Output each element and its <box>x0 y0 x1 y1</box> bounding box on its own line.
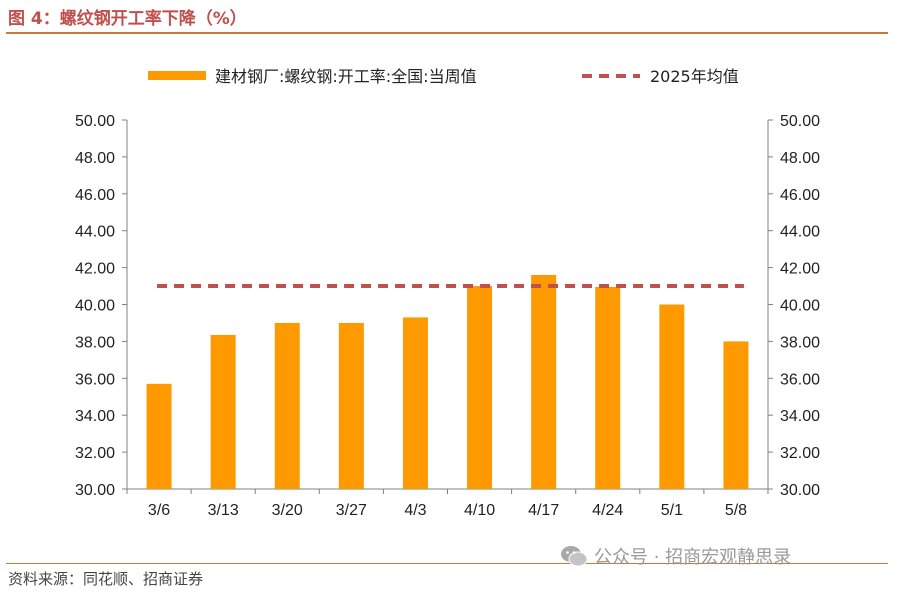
x-tick-label: 3/27 <box>336 502 367 519</box>
legend-label-bar: 建材钢厂:螺纹钢:开工率:全国:当周值 <box>215 67 477 86</box>
x-tick-label: 5/8 <box>725 502 747 519</box>
x-tick-label: 3/13 <box>208 502 239 519</box>
y-tick-label-right: 46.00 <box>780 187 820 204</box>
x-tick-label: 4/17 <box>528 502 559 519</box>
y-tick-label-left: 32.00 <box>75 445 115 462</box>
source-note: 资料来源：同花顺、招商证券 <box>8 570 204 588</box>
x-tick-label: 4/10 <box>464 502 495 519</box>
bar <box>274 322 300 489</box>
y-tick-label-left: 40.00 <box>75 298 115 315</box>
y-tick-label-left: 38.00 <box>75 334 115 351</box>
y-tick-label-left: 44.00 <box>75 224 115 241</box>
bar <box>146 383 172 489</box>
y-tick-label-left: 50.00 <box>75 113 115 130</box>
y-tick-label-left: 42.00 <box>75 261 115 278</box>
y-tick-label-right: 30.00 <box>780 482 820 499</box>
y-tick-label-left: 48.00 <box>75 150 115 167</box>
x-tick-label: 4/24 <box>592 502 623 519</box>
y-tick-label-right: 50.00 <box>780 113 820 130</box>
watermark: 公众号 · 招商宏观静思录 <box>560 543 791 569</box>
bar <box>531 274 557 489</box>
bar <box>338 322 364 489</box>
y-tick-label-right: 44.00 <box>780 224 820 241</box>
bar <box>723 341 749 489</box>
y-tick-label-right: 32.00 <box>780 445 820 462</box>
y-tick-label-right: 34.00 <box>780 408 820 425</box>
x-axis-labels: 3/6 3/13 3/20 3/27 4/3 4/10 4/17 4/24 5/1 5/8 <box>148 502 747 519</box>
y-tick-label-right: 38.00 <box>780 334 820 351</box>
x-tick-label: 3/20 <box>272 502 303 519</box>
wechat-icon <box>561 546 588 567</box>
y-tick-label-right: 48.00 <box>780 150 820 167</box>
legend-label-line: 2025年均值 <box>650 67 739 86</box>
x-tick-label: 4/3 <box>404 502 426 519</box>
footer-divider <box>6 563 888 564</box>
y-tick-label-left: 34.00 <box>75 408 115 425</box>
watermark-text: 公众号 · 招商宏观静思录 <box>594 547 792 568</box>
y-tick-label-right: 36.00 <box>780 371 820 388</box>
legend: 建材钢厂:螺纹钢:开工率:全国:当周值 2025年均值 <box>148 67 739 86</box>
bar <box>659 304 685 489</box>
chart-area: 建材钢厂:螺纹钢:开工率:全国:当周值 2025年均值 30.00 32.00 34… <box>75 67 820 519</box>
title-divider <box>6 32 888 34</box>
x-tick-label: 3/6 <box>148 502 170 519</box>
y-tick-label-left: 46.00 <box>75 187 115 204</box>
axes: 30.00 32.00 34.00 36.00 38.00 40.00 42.00 44.00… <box>75 113 820 499</box>
y-tick-label-left: 36.00 <box>75 371 115 388</box>
y-tick-label-right: 40.00 <box>780 298 820 315</box>
bar <box>210 334 236 489</box>
legend-bar-swatch <box>148 71 206 80</box>
bar-series <box>146 274 749 489</box>
bar <box>595 286 621 489</box>
x-tick-label: 5/1 <box>661 502 683 519</box>
y-tick-label-right: 42.00 <box>780 261 820 278</box>
bar <box>467 286 493 489</box>
bar <box>402 317 428 489</box>
y-tick-label-left: 30.00 <box>75 482 115 499</box>
figure-title: 图 4：螺纹钢开工率下降（%） <box>8 9 247 29</box>
